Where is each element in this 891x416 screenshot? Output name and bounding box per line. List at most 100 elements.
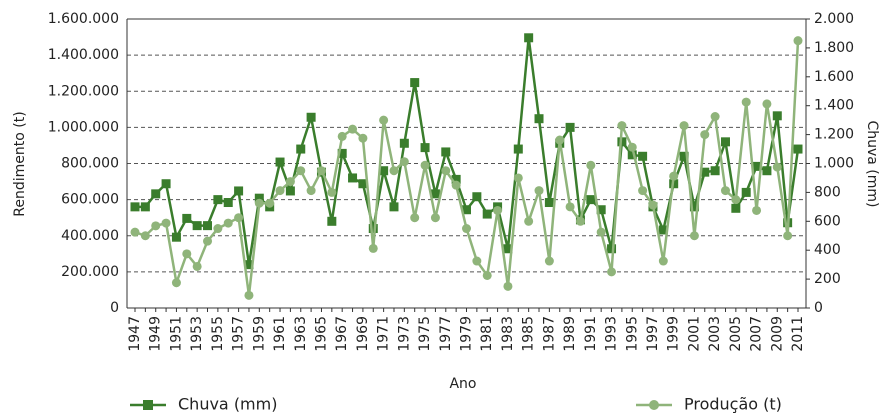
x-tick-label: 1955 <box>210 316 226 352</box>
marker <box>731 203 741 213</box>
x-tick-label: 1973 <box>396 316 412 352</box>
marker <box>627 142 637 152</box>
marker <box>151 221 161 231</box>
marker <box>534 114 544 124</box>
x-tick-label: 2003 <box>707 316 723 352</box>
y-tick-label: 200.000 <box>61 264 119 280</box>
marker <box>752 205 762 215</box>
marker <box>399 157 409 167</box>
marker <box>472 256 482 266</box>
x-tick-label: 1999 <box>666 316 682 352</box>
marker <box>586 195 596 205</box>
marker <box>565 202 575 212</box>
marker <box>793 144 803 154</box>
marker <box>462 224 471 234</box>
marker <box>151 189 161 199</box>
x-tick-label: 1951 <box>168 316 184 352</box>
marker <box>192 261 202 271</box>
marker <box>679 121 689 131</box>
marker <box>223 198 233 208</box>
marker <box>793 36 803 46</box>
marker <box>710 112 720 122</box>
marker <box>296 166 306 176</box>
y-tick-label: 400.000 <box>61 228 119 244</box>
marker <box>368 224 378 234</box>
marker <box>306 186 316 196</box>
x-tick-label: 1997 <box>645 316 661 352</box>
marker <box>720 137 730 147</box>
marker <box>772 111 782 121</box>
marker <box>555 135 565 145</box>
x-tick-label: 1959 <box>251 316 267 352</box>
marker <box>275 157 285 167</box>
marker <box>534 186 544 196</box>
marker <box>203 236 213 246</box>
legend-label: Produção (t) <box>684 395 782 414</box>
y-tick-label: 1.200.000 <box>48 83 119 99</box>
marker <box>379 166 389 176</box>
marker <box>596 205 606 215</box>
marker <box>161 179 171 189</box>
marker <box>399 138 409 148</box>
x-tick-label: 1993 <box>604 316 620 352</box>
marker <box>130 202 140 212</box>
marker <box>783 231 793 241</box>
y2-tick-label: 200 <box>814 271 841 287</box>
x-axis-label: Ano <box>449 376 476 392</box>
legend-label: Chuva (mm) <box>178 395 277 414</box>
marker <box>192 221 202 231</box>
x-tick-label: 1969 <box>355 316 371 352</box>
x-tick-label: 1987 <box>541 316 557 352</box>
legend-marker <box>649 400 659 410</box>
marker <box>772 162 782 172</box>
marker <box>762 99 772 109</box>
marker <box>689 202 699 212</box>
marker <box>689 231 699 241</box>
y2-tick-label: 1.200 <box>814 127 854 143</box>
marker <box>420 143 430 153</box>
marker <box>348 173 358 183</box>
marker <box>524 33 534 43</box>
marker <box>130 227 140 237</box>
marker <box>607 244 617 254</box>
marker <box>638 151 648 161</box>
x-tick-label: 1979 <box>459 316 475 352</box>
marker <box>368 243 378 253</box>
marker <box>223 218 233 228</box>
marker <box>472 192 482 202</box>
marker <box>658 256 668 266</box>
marker <box>285 186 295 196</box>
marker <box>171 232 181 242</box>
marker <box>410 213 420 223</box>
y2-tick-label: 400 <box>814 242 841 258</box>
y2-tick-label: 0 <box>814 300 823 316</box>
marker <box>441 166 451 176</box>
marker <box>420 160 430 170</box>
marker <box>275 186 285 196</box>
marker <box>358 179 368 189</box>
marker <box>430 189 440 199</box>
x-tick-label: 2009 <box>769 316 785 352</box>
x-tick-label: 1963 <box>293 316 309 352</box>
y2-tick-label: 1.400 <box>814 98 854 114</box>
x-tick-label: 1995 <box>624 316 640 352</box>
marker <box>482 209 492 219</box>
series-line <box>134 40 800 296</box>
marker <box>296 144 306 154</box>
marker <box>596 227 606 237</box>
x-tick-label: 1957 <box>231 316 247 352</box>
marker <box>544 256 554 266</box>
x-tick-label: 2001 <box>686 316 702 352</box>
y2-tick-label: 2.000 <box>814 11 854 27</box>
marker <box>213 224 223 234</box>
marker <box>503 281 513 291</box>
y-tick-label: 1.600.000 <box>48 11 119 27</box>
marker <box>679 151 689 161</box>
x-tick-label: 1981 <box>479 316 495 352</box>
marker <box>586 160 596 170</box>
y-tick-label: 0 <box>110 300 119 316</box>
marker <box>337 148 347 158</box>
marker <box>265 198 275 208</box>
marker <box>316 166 326 176</box>
marker <box>327 216 337 226</box>
